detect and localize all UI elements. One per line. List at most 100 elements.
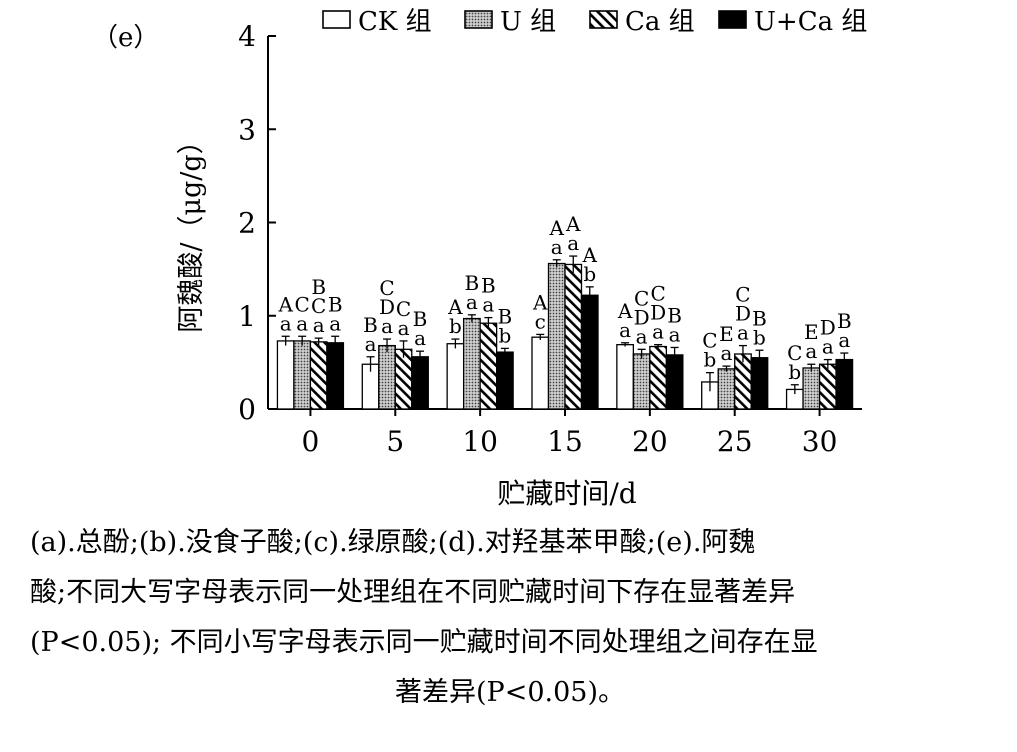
uppercase-letter-part: D <box>735 302 751 326</box>
lowercase-letter: b <box>788 360 801 384</box>
lowercase-letter: a <box>280 311 292 335</box>
lowercase-letter: b <box>704 348 717 372</box>
bar <box>564 263 583 410</box>
bar <box>531 336 550 410</box>
bar <box>446 343 465 410</box>
lowercase-letter: a <box>805 339 817 363</box>
uppercase-letter-part: C <box>650 282 665 306</box>
legend-swatch <box>322 10 351 29</box>
bar <box>293 340 312 410</box>
legend-swatch <box>718 10 747 29</box>
uppercase-letter: B <box>752 306 767 330</box>
figure-caption: (a).总酚;(b).没食子酸;(c).绿原酸;(d).对羟基苯甲酸;(e).阿… <box>30 518 990 718</box>
uppercase-letter-part: B <box>311 275 326 299</box>
uppercase-letter-part: C <box>634 286 649 310</box>
bar <box>547 262 566 410</box>
legend-label: CK 组 <box>358 7 432 37</box>
uppercase-letter: A <box>617 299 633 323</box>
uppercase-letter: B <box>465 271 480 295</box>
lowercase-letter: b <box>498 323 511 347</box>
lowercase-letter: a <box>329 311 341 335</box>
uppercase-letter: E <box>804 320 819 344</box>
bar <box>616 344 635 410</box>
y-axis-label: 阿魏酸/（μg/g） <box>176 127 207 332</box>
lowercase-letter: c <box>535 309 546 333</box>
x-tick-label: 30 <box>802 425 838 458</box>
lowercase-letter: a <box>551 235 563 259</box>
lowercase-letter: a <box>822 335 834 359</box>
bar <box>802 367 821 410</box>
uppercase-letter: D <box>820 316 836 340</box>
y-tick-label: 1 <box>238 300 256 333</box>
uppercase-letter: C <box>295 292 310 316</box>
lowercase-letter: a <box>365 332 377 356</box>
bar <box>835 358 854 410</box>
x-tick-label: 25 <box>717 425 753 458</box>
uppercase-letter: A <box>549 216 565 240</box>
uppercase-letter: B <box>667 303 682 327</box>
uppercase-letter: C <box>702 329 717 353</box>
bar <box>818 363 837 410</box>
legend-label: U+Ca 组 <box>754 7 867 37</box>
bar <box>479 322 498 410</box>
uppercase-letter-part: D <box>379 295 395 319</box>
bar <box>326 342 345 410</box>
lowercase-letter: a <box>466 290 478 314</box>
y-tick-label: 4 <box>238 20 256 53</box>
uppercase-letter: B <box>481 274 496 298</box>
bar <box>276 340 295 410</box>
bar <box>495 351 514 410</box>
lowercase-letter: a <box>652 320 664 344</box>
x-tick-label: 15 <box>547 425 583 458</box>
bar <box>750 357 769 410</box>
x-tick-label: 10 <box>462 425 498 458</box>
lowercase-letter: a <box>398 316 410 340</box>
bar <box>394 348 413 410</box>
uppercase-letter: C <box>787 341 802 365</box>
uppercase-letter: E <box>719 322 734 346</box>
lowercase-letter: b <box>449 314 462 338</box>
x-tick-label: 5 <box>386 425 404 458</box>
panel-label: （e） <box>92 23 159 53</box>
legend-swatch <box>589 10 618 29</box>
uppercase-letter: B <box>413 307 428 331</box>
caption-line-2: 酸;不同大写字母表示同一处理组在不同贮藏时间下存在显著差异 <box>30 577 796 608</box>
uppercase-letter: A <box>582 243 598 267</box>
uppercase-letter: A <box>447 295 463 319</box>
lowercase-letter: a <box>669 322 681 346</box>
bar <box>411 356 429 410</box>
lowercase-letter: a <box>636 324 648 348</box>
lowercase-letter: a <box>720 341 732 365</box>
x-tick-label: 20 <box>632 425 668 458</box>
bar <box>309 341 328 410</box>
y-tick-label: 2 <box>238 207 256 240</box>
lowercase-letter: a <box>296 311 308 335</box>
y-tick-label: 0 <box>238 393 256 426</box>
lowercase-letter: a <box>619 318 631 342</box>
uppercase-letter: B <box>328 292 343 316</box>
x-tick-label: 0 <box>302 425 320 458</box>
uppercase-letter-part: D <box>634 305 650 329</box>
uppercase-letter-part: D <box>650 301 666 325</box>
uppercase-letter: A <box>532 290 548 314</box>
y-tick-label: 3 <box>238 113 256 146</box>
uppercase-letter: B <box>498 304 513 328</box>
bar <box>632 353 651 410</box>
lowercase-letter: a <box>381 314 393 338</box>
bar <box>378 344 396 410</box>
bar <box>717 368 736 410</box>
lowercase-letter: b <box>583 262 596 286</box>
lowercase-letter: a <box>414 326 426 350</box>
lowercase-letter: a <box>482 293 494 317</box>
lowercase-letter: b <box>753 325 766 349</box>
bar <box>649 345 668 410</box>
lowercase-letter: a <box>313 313 325 337</box>
caption-line-3: (P<0.05); 不同小写字母表示同一贮藏时间不同处理组之间存在显 <box>30 627 818 658</box>
legend-label: U 组 <box>500 7 556 37</box>
